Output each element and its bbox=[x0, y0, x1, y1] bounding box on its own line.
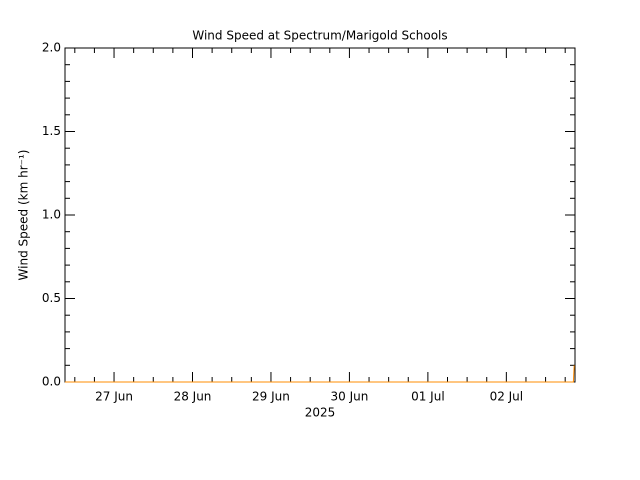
y-tick-label: 2.0 bbox=[42, 41, 61, 55]
x-tick-label: 29 Jun bbox=[252, 390, 290, 404]
x-axis-label: 2025 bbox=[305, 406, 336, 420]
x-tick-label: 30 Jun bbox=[331, 390, 369, 404]
data-line bbox=[65, 365, 575, 383]
x-tick-label: 28 Jun bbox=[174, 390, 212, 404]
chart-title: Wind Speed at Spectrum/Marigold Schools bbox=[192, 29, 447, 43]
y-tick-label: 0.0 bbox=[42, 375, 61, 389]
y-axis-label: Wind Speed (km hr⁻¹) bbox=[17, 150, 31, 281]
y-tick-label: 1.0 bbox=[42, 208, 61, 222]
x-tick-label: 02 Jul bbox=[490, 390, 524, 404]
x-tick-label: 27 Jun bbox=[95, 390, 133, 404]
y-tick-label: 1.5 bbox=[42, 124, 61, 138]
y-tick-label: 0.5 bbox=[42, 291, 61, 305]
plot-frame bbox=[64, 47, 576, 383]
x-tick-label: 01 Jul bbox=[411, 390, 445, 404]
